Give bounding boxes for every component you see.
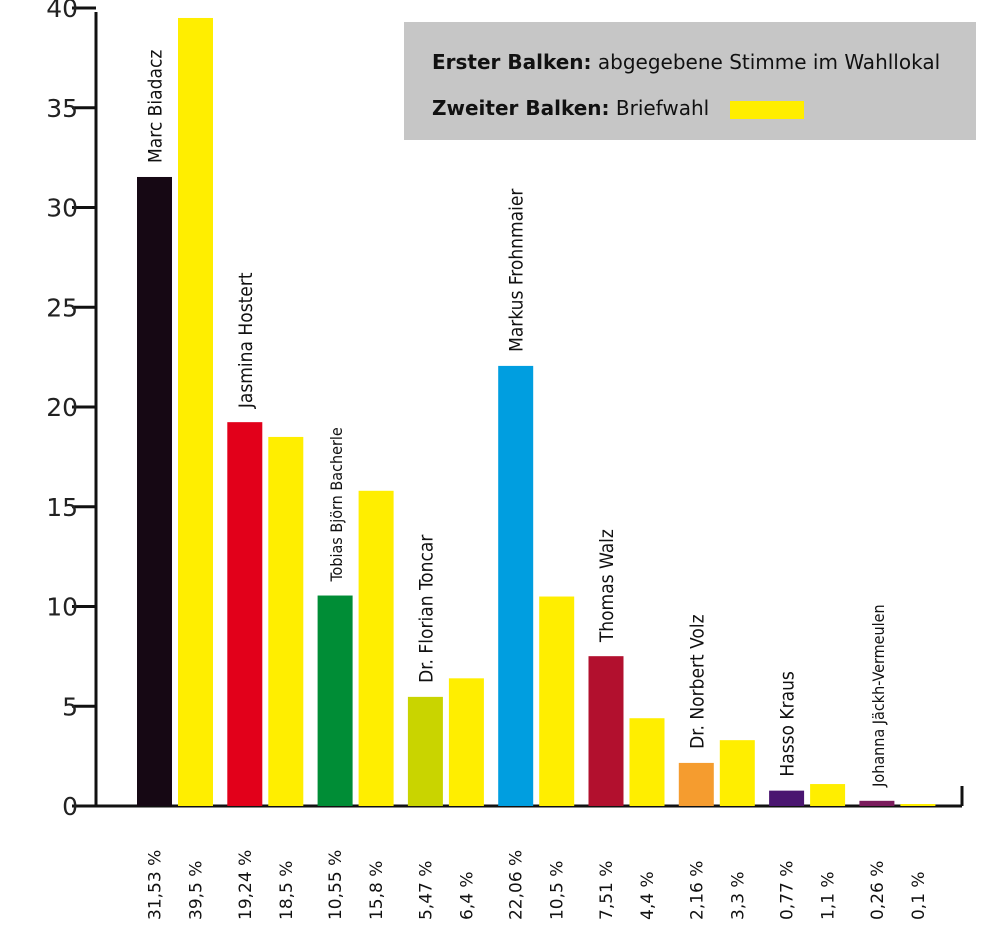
percent-label: 22,06 % [507, 850, 527, 920]
percent-label: 0,77 % [778, 861, 798, 920]
bar-wahllokal [407, 696, 443, 806]
percent-label: 31,53 % [146, 850, 166, 920]
percent-label: 15,8 % [367, 861, 387, 920]
bar-wahllokal [137, 176, 172, 806]
bar-briefwahl [358, 490, 394, 806]
bar-wahllokal [317, 595, 353, 806]
legend-entry-first-bar: Erster Balken: abgegebene Stimme im Wahl… [432, 50, 940, 74]
bar-briefwahl [810, 784, 846, 806]
bar-briefwahl [719, 740, 755, 806]
bar-briefwahl [178, 17, 213, 807]
candidate-name-label: Marc Biadacz [145, 50, 167, 163]
percent-label: 39,5 % [187, 861, 207, 920]
percent-label: 18,5 % [277, 861, 297, 920]
bar-briefwahl [629, 718, 665, 806]
bar-briefwahl [268, 436, 304, 806]
y-tick-label: 40 [46, 0, 78, 23]
candidate-name-label: Dr. Florian Toncar [415, 534, 437, 683]
legend-first-text: abgegebene Stimme im Wahllokal [597, 50, 941, 74]
y-tick-label: 20 [46, 393, 78, 422]
bar-wahllokal [678, 762, 714, 806]
percent-labels: 31,53 % 39,5 % 19,24 % 18,5 % 10,55 % 15,8 % 5… [146, 850, 929, 920]
y-tick-label: 0 [62, 792, 78, 821]
y-tick-label: 15 [46, 493, 78, 522]
percent-label: 10,5 % [548, 861, 568, 920]
percent-label: 2,16 % [687, 861, 707, 920]
legend-first-label: Erster Balken: [432, 50, 592, 74]
candidate-name-label: Markus Frohnmaier [506, 188, 528, 352]
percent-label: 10,55 % [326, 850, 346, 920]
y-tick-label: 30 [46, 194, 78, 223]
bar-wahllokal [769, 790, 805, 806]
legend-second-label: Zweiter Balken: [432, 96, 610, 120]
percent-label: 0,26 % [868, 861, 888, 920]
bar-wahllokal [498, 365, 534, 806]
bar-briefwahl [539, 596, 575, 806]
legend: Erster Balken: abgegebene Stimme im Wahl… [404, 22, 976, 140]
percent-label: 1,1 % [819, 871, 839, 920]
percent-label: 3,3 % [728, 871, 748, 920]
candidate-name-label: Thomas Walz [596, 529, 618, 643]
y-tick-label: 10 [46, 593, 78, 622]
candidate-name-label: Johanna Jäckh-Vermeulen [869, 604, 888, 787]
percent-label: 6,4 % [457, 871, 477, 920]
legend-second-text: Briefwahl [615, 96, 710, 120]
percent-label: 5,47 % [416, 861, 436, 920]
bar-wahllokal [859, 800, 895, 806]
candidate-labels: Marc Biadacz Jasmina Hostert Tobias Björn … [145, 50, 888, 788]
y-tick-label: 25 [46, 293, 78, 322]
legend-entry-second-bar: Zweiter Balken: Briefwahl [432, 96, 804, 120]
y-tick-label: 35 [46, 94, 78, 123]
bar-wahllokal [588, 656, 624, 806]
y-tick-label: 5 [62, 692, 78, 721]
percent-label: 7,51 % [597, 861, 617, 920]
percent-label: 4,4 % [638, 871, 658, 920]
candidate-name-label: Jasmina Hostert [235, 272, 257, 409]
bar-briefwahl [448, 678, 484, 806]
candidate-name-label: Tobias Björn Bacherle [327, 427, 346, 582]
candidate-name-label: Hasso Kraus [777, 671, 799, 777]
percent-label: 0,1 % [909, 871, 929, 920]
percent-label: 19,24 % [236, 850, 256, 920]
bar-wahllokal [227, 422, 263, 806]
candidate-name-label: Dr. Norbert Volz [686, 614, 708, 749]
bar-briefwahl [900, 804, 936, 806]
bars [137, 17, 936, 807]
legend-swatch-briefwahl [729, 100, 804, 119]
